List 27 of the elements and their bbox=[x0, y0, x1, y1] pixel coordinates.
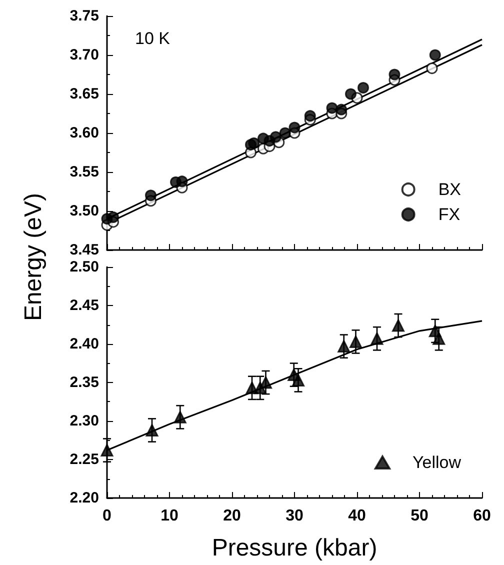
y-axis-title: Energy (eV) bbox=[20, 192, 48, 322]
y-tick-label: 3.75 bbox=[70, 8, 99, 24]
y-tick-label: 2.45 bbox=[70, 297, 99, 314]
y-tick-label: 3.45 bbox=[70, 242, 99, 258]
legend-label: BX bbox=[438, 180, 462, 199]
y-tick-label: 2.30 bbox=[70, 412, 99, 430]
x-tick-label: 0 bbox=[102, 508, 112, 524]
y-tick-label: 2.25 bbox=[70, 451, 99, 468]
x-tick-label: 10 bbox=[160, 508, 178, 524]
y-tick-label: 3.55 bbox=[70, 164, 99, 180]
x-tick-label: 50 bbox=[410, 508, 428, 524]
x-tick-label: 40 bbox=[348, 508, 366, 524]
x-tick-label: 60 bbox=[473, 508, 491, 524]
y-tick-label: 2.40 bbox=[70, 336, 99, 352]
y-tick-label: 3.60 bbox=[70, 124, 99, 142]
y-tick-label: 3.50 bbox=[70, 202, 99, 220]
y-tick-label: 3.70 bbox=[70, 46, 99, 64]
x-tick-label: 30 bbox=[286, 508, 304, 524]
y-tick-label: 3.65 bbox=[70, 86, 99, 102]
y-tick-label: 2.50 bbox=[70, 258, 99, 276]
y-tick-label: 2.35 bbox=[70, 374, 99, 391]
annotation: 10 K bbox=[135, 29, 171, 48]
x-tick-label: 20 bbox=[223, 508, 241, 524]
legend-label: Yellow bbox=[412, 453, 462, 472]
legend-label: FX bbox=[438, 205, 460, 224]
y-tick-label: 2.20 bbox=[70, 490, 99, 506]
x-axis-title: Pressure (kbar) bbox=[212, 534, 378, 562]
